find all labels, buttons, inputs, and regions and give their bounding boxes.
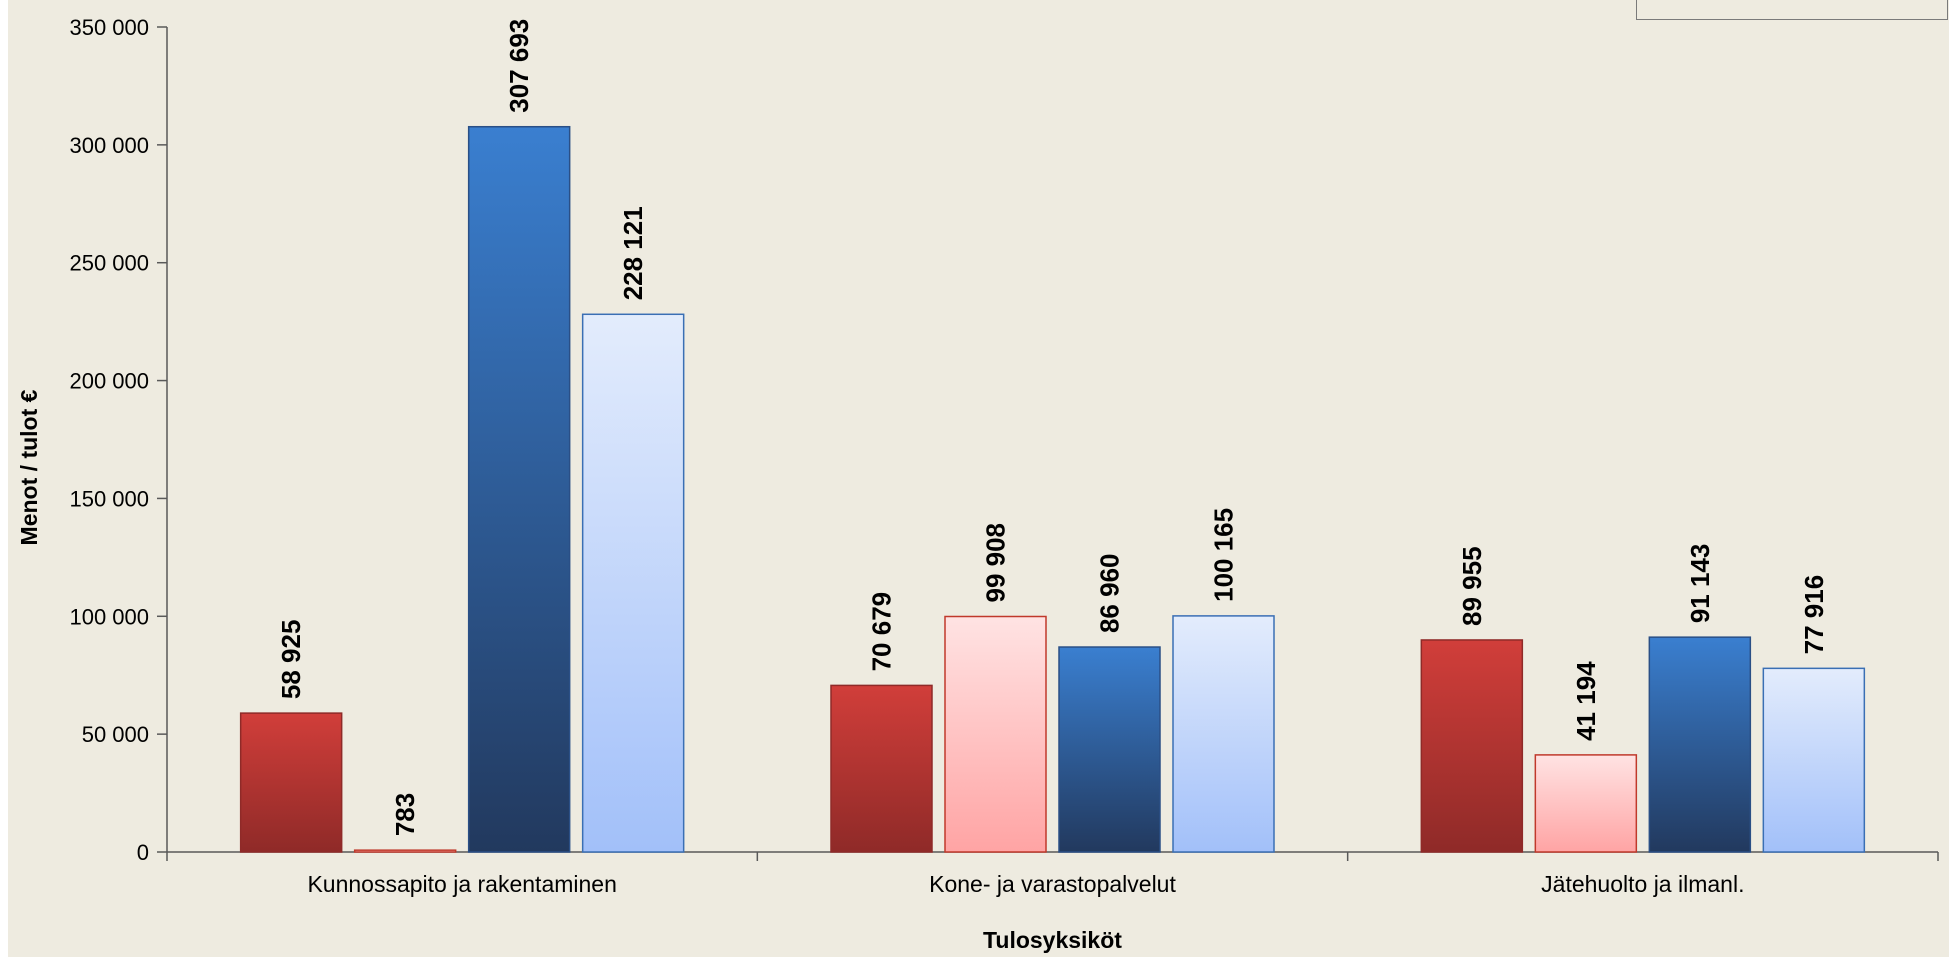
y-tick-label: 150 000 xyxy=(69,486,149,511)
legend xyxy=(1636,0,1948,20)
x-category-label: Jätehuolto ja ilmanl. xyxy=(1541,871,1744,897)
bar xyxy=(1420,639,1524,853)
bar xyxy=(467,125,571,853)
y-tick-label: 300 000 xyxy=(69,133,149,158)
y-axis-title: Menot / tulot € xyxy=(16,389,42,545)
data-labels: 58 925 783 307 693 228 121 70 679 99 908 86 96… xyxy=(276,19,1829,836)
bar xyxy=(353,849,457,853)
bar xyxy=(239,712,343,853)
bar xyxy=(830,684,933,853)
y-tick-label: 350 000 xyxy=(69,15,149,40)
bar xyxy=(1534,754,1638,853)
x-category-label: Kunnossapito ja rakentaminen xyxy=(307,871,616,897)
bar xyxy=(1648,636,1752,853)
y-axis: 0 50 000 100 000 150 000 200 000 250 000 300 0… xyxy=(69,15,168,865)
chart-area: 0 50 000 100 000 150 000 200 000 250 000 300 0… xyxy=(8,0,1949,957)
bar-chart: 0 50 000 100 000 150 000 200 000 250 000 300 0… xyxy=(16,15,1939,953)
data-label: 307 693 xyxy=(504,19,534,113)
data-label: 86 960 xyxy=(1095,553,1125,633)
bar xyxy=(1058,646,1161,853)
x-axis: Kunnossapito ja rakentaminen Kone- ja var… xyxy=(166,851,1939,897)
bars xyxy=(239,125,1866,853)
bar xyxy=(1172,615,1275,853)
y-tick-label: 0 xyxy=(137,840,149,865)
y-tick-label: 250 000 xyxy=(69,251,149,276)
data-label: 58 925 xyxy=(276,620,306,700)
data-label: 228 121 xyxy=(618,206,648,300)
bar xyxy=(581,313,685,853)
bar xyxy=(944,615,1047,853)
data-label: 783 xyxy=(390,793,420,836)
data-label: 41 194 xyxy=(1571,661,1601,741)
data-label: 89 955 xyxy=(1457,546,1487,626)
x-axis-title: Tulosyksiköt xyxy=(983,927,1122,953)
x-category-label: Kone- ja varastopalvelut xyxy=(929,871,1176,897)
y-tick-label: 200 000 xyxy=(69,369,149,394)
y-tick-label: 100 000 xyxy=(69,604,149,629)
data-label: 77 916 xyxy=(1799,575,1829,655)
data-label: 91 143 xyxy=(1685,544,1715,624)
data-label: 70 679 xyxy=(867,592,897,672)
data-label: 99 908 xyxy=(981,523,1011,603)
data-label: 100 165 xyxy=(1209,508,1239,602)
bar xyxy=(1762,667,1866,853)
y-tick-label: 50 000 xyxy=(82,722,149,747)
